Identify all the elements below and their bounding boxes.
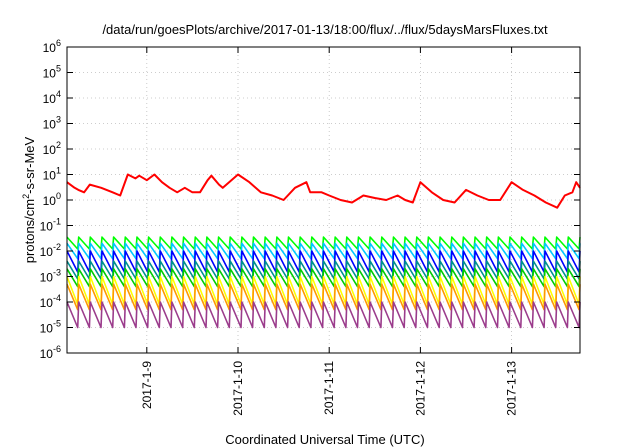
series-line-0 <box>66 173 581 209</box>
y-tick-exponent: 4 <box>56 89 61 99</box>
y-tick-label: 102 <box>43 140 61 157</box>
y-axis-label-sup: 2 <box>21 194 31 199</box>
x-tick-label: 2017-1-13 <box>505 361 519 416</box>
y-tick-base: 10 <box>43 169 57 183</box>
y-axis-label-prefix: protons/cm <box>22 199 37 263</box>
y-tick-label: 103 <box>43 115 61 132</box>
y-tick-base: 10 <box>40 220 54 234</box>
y-tick-exponent: 1 <box>56 166 61 176</box>
y-tick-label: 101 <box>43 166 61 183</box>
y-tick-exponent: -5 <box>53 319 61 329</box>
y-tick-exponent: 0 <box>56 191 61 201</box>
chart-title: /data/run/goesPlots/archive/2017-01-13/1… <box>102 22 548 37</box>
y-tick-exponent: -3 <box>53 268 61 278</box>
y-tick-base: 10 <box>43 92 57 106</box>
y-axis-label: protons/cm2-s-sr-MeV <box>21 136 37 263</box>
y-tick-exponent: -1 <box>53 217 61 227</box>
y-tick-label: 105 <box>43 64 61 81</box>
y-tick-exponent: 5 <box>56 64 61 74</box>
x-axis-label: Coordinated Universal Time (UTC) <box>225 432 424 447</box>
y-tick-exponent: -6 <box>53 344 61 354</box>
y-tick-base: 10 <box>40 322 54 336</box>
y-tick-label: 10-4 <box>40 293 61 310</box>
y-tick-exponent: -4 <box>53 293 61 303</box>
y-tick-base: 10 <box>43 118 57 132</box>
y-tick-base: 10 <box>40 296 54 310</box>
y-tick-base: 10 <box>43 143 57 157</box>
y-axis-label-suffix: -s-sr-MeV <box>22 136 37 193</box>
x-tick-label: 2017-1-12 <box>413 361 427 416</box>
y-tick-label: 104 <box>43 89 61 106</box>
x-tick-label: 2017-1-11 <box>322 361 336 415</box>
y-tick-label: 106 <box>43 38 61 55</box>
y-tick-exponent: 2 <box>56 140 61 150</box>
series-line-7 <box>66 283 581 311</box>
y-tick-exponent: -2 <box>53 242 61 252</box>
y-tick-base: 10 <box>43 194 57 208</box>
y-tick-base: 10 <box>43 67 57 81</box>
y-tick-label: 10-5 <box>40 319 61 336</box>
y-tick-base: 10 <box>43 41 57 55</box>
y-tick-label: 10-1 <box>40 217 61 234</box>
y-tick-base: 10 <box>40 271 54 285</box>
x-tick-label: 2017-1-10 <box>231 361 245 416</box>
y-tick-label: 10-6 <box>40 344 61 361</box>
plot-area <box>66 173 581 329</box>
y-tick-label: 100 <box>43 191 61 208</box>
y-tick-label: 10-2 <box>40 242 61 259</box>
y-axis: 10-610-510-410-310-210-11001011021031041… <box>40 38 580 361</box>
series-line-8 <box>66 301 581 329</box>
y-tick-label: 10-3 <box>40 268 61 285</box>
y-tick-exponent: 3 <box>56 115 61 125</box>
x-axis: 2017-1-9 2017-1-10 2017-1-11 2017-1-12 2017-… <box>140 47 519 416</box>
y-tick-base: 10 <box>40 347 54 361</box>
y-tick-base: 10 <box>40 245 54 259</box>
y-tick-exponent: 6 <box>56 38 61 48</box>
x-tick-label: 2017-1-9 <box>140 361 154 409</box>
